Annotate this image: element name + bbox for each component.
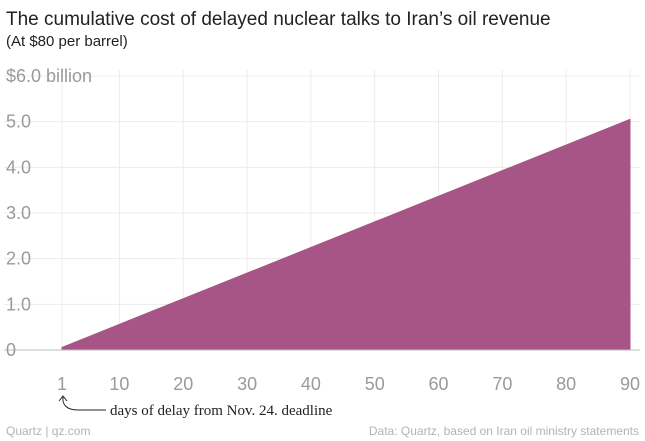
y-tick-label: 5.0 bbox=[6, 112, 31, 132]
area-series-fill bbox=[61, 118, 631, 351]
x-tick-label: 80 bbox=[556, 374, 576, 394]
x-tick-label: 60 bbox=[429, 374, 449, 394]
chart-subtitle: (At $80 per barrel) bbox=[6, 33, 128, 50]
y-tick-label: 2.0 bbox=[6, 249, 31, 269]
x-axis-annotation: days of delay from Nov. 24. deadline bbox=[58, 395, 333, 419]
x-tick-label: 70 bbox=[492, 374, 512, 394]
x-tick-label: 10 bbox=[109, 374, 129, 394]
annotation-arrow-icon bbox=[62, 396, 106, 411]
x-tick-label: 50 bbox=[365, 374, 385, 394]
y-tick-label: 4.0 bbox=[6, 157, 31, 177]
y-tick-label: 0 bbox=[6, 340, 16, 360]
x-tick-label: 90 bbox=[620, 374, 640, 394]
footer-credit: Quartz | qz.com bbox=[6, 424, 91, 438]
x-axis-tick-labels: 1 10 20 30 40 50 60 70 80 90 bbox=[57, 374, 640, 394]
x-axis-label: days of delay from Nov. 24. deadline bbox=[110, 403, 333, 419]
x-tick-label: 40 bbox=[301, 374, 321, 394]
y-tick-label: $6.0 billion bbox=[6, 66, 92, 86]
y-axis-tick-labels: 0 1.0 2.0 3.0 4.0 5.0 $6.0 billion bbox=[6, 66, 92, 360]
x-tick-label: 30 bbox=[237, 374, 257, 394]
area-series bbox=[4, 118, 640, 351]
footer-source: Data: Quartz, based on Iran oil ministry… bbox=[368, 424, 639, 438]
x-tick-label: 1 bbox=[57, 374, 67, 394]
y-tick-label: 3.0 bbox=[6, 203, 31, 223]
y-tick-label: 1.0 bbox=[6, 294, 31, 314]
annotation-arrowhead-icon bbox=[58, 395, 68, 402]
chart-title: The cumulative cost of delayed nuclear t… bbox=[6, 9, 551, 30]
x-tick-label: 20 bbox=[173, 374, 193, 394]
